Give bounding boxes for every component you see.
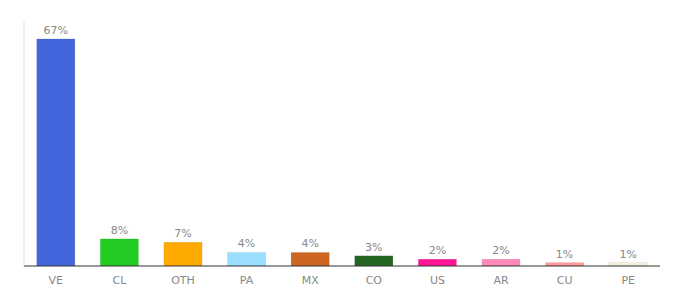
chart: 67% 8% 7% 4% 4% 3% 2% 2% 1% 1% VE CL OTH PA MX CO US AR CU…: [0, 0, 680, 300]
chart-container: 67% 8% 7% 4% 4% 3% 2% 2% 1% 1% VE CL OTH PA MX CO US AR CU…: [0, 0, 680, 300]
x-axis-line: [24, 265, 660, 266]
x-tick-label: CO: [366, 274, 383, 287]
bar: [164, 242, 202, 266]
data-label: 1%: [556, 248, 573, 261]
bars: [37, 39, 648, 266]
bar: [482, 259, 520, 266]
x-tick-label: MX: [302, 274, 319, 287]
data-label: 7%: [174, 227, 191, 240]
data-label: 2%: [492, 244, 509, 257]
x-tick-label: CU: [557, 274, 573, 287]
data-label: 1%: [619, 248, 636, 261]
x-tick-label: PE: [621, 274, 635, 287]
x-tick-label: OTH: [171, 274, 195, 287]
data-label: 3%: [365, 241, 382, 254]
bar: [100, 239, 138, 266]
data-labels: 67% 8% 7% 4% 4% 3% 2% 2% 1% 1%: [44, 24, 637, 261]
x-tick-label: US: [430, 274, 445, 287]
y-range-line: [24, 22, 25, 266]
bar: [291, 252, 329, 266]
data-label: 4%: [238, 237, 255, 250]
data-label: 2%: [429, 244, 446, 257]
bar: [418, 259, 456, 266]
x-tick-label: AR: [493, 274, 509, 287]
x-tick-label: CL: [112, 274, 127, 287]
bar: [37, 39, 75, 266]
x-ticks: VE CL OTH PA MX CO US AR CU PE: [49, 274, 635, 287]
bar: [228, 252, 266, 266]
x-tick-label: PA: [240, 274, 254, 287]
x-tick-label: VE: [49, 274, 64, 287]
bar: [355, 256, 393, 266]
data-label: 8%: [111, 224, 128, 237]
data-label: 67%: [44, 24, 68, 37]
data-label: 4%: [301, 237, 318, 250]
